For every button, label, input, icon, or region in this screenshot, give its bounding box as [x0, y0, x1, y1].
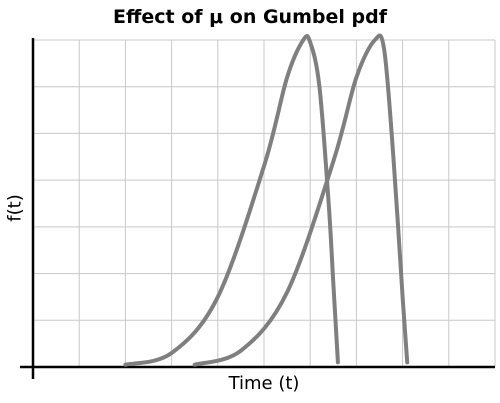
- chart-title: Effect of μ on Gumbel pdf: [113, 6, 387, 28]
- axes: [20, 38, 495, 379]
- grid-lines: [33, 39, 496, 367]
- series-line-2: [192, 33, 410, 367]
- x-axis-label: Time (t): [228, 373, 300, 394]
- data-series: [123, 33, 410, 367]
- y-axis-label: f(t): [4, 194, 26, 222]
- series-line-1: [123, 34, 340, 367]
